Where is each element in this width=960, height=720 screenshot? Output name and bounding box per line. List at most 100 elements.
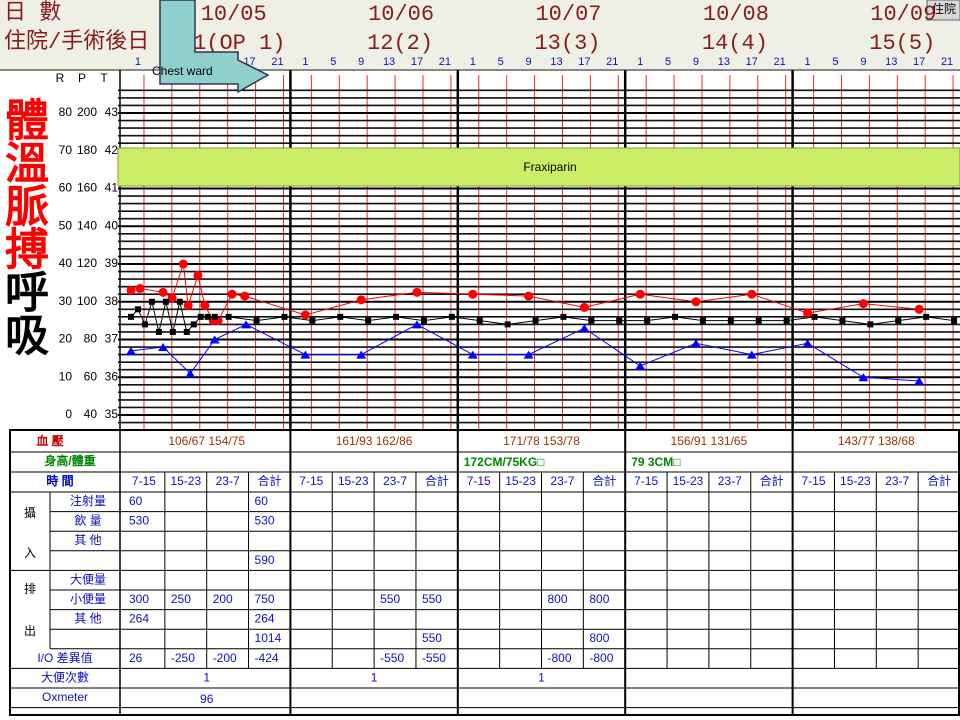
respiration-point <box>176 298 183 305</box>
vital-label: 吸 <box>5 312 49 361</box>
cell-value: 60 <box>255 494 269 508</box>
respiration-point <box>616 317 623 324</box>
cell-value: 800 <box>548 592 568 606</box>
shift-label: 7-15 <box>802 474 826 488</box>
temperature-point <box>300 350 311 359</box>
date-label: 10/08 <box>703 2 769 27</box>
stool_count-value: 1 <box>203 670 210 684</box>
cell-value: 530 <box>129 514 149 528</box>
hour-label: 9 <box>358 56 364 68</box>
pulse-point <box>135 284 145 294</box>
respiration-point <box>183 328 190 335</box>
post-op-day: 14(4) <box>702 31 768 56</box>
admission-button-label[interactable]: 住院 <box>932 2 956 16</box>
pulse-point <box>126 285 136 295</box>
shift-label: 15-23 <box>505 474 536 488</box>
respiration-point <box>365 317 372 324</box>
respiration-point <box>532 317 539 324</box>
respiration-point <box>141 321 148 328</box>
pulse-point <box>858 299 868 309</box>
temperature-point <box>411 320 422 329</box>
pulse-point <box>167 293 177 303</box>
cell-value: 264 <box>129 612 149 626</box>
pulse-point <box>200 301 210 311</box>
respiration-point <box>476 317 483 324</box>
shift-label: 15-23 <box>338 474 369 488</box>
respiration-point <box>148 298 155 305</box>
hour-label: 13 <box>383 56 395 68</box>
hour-label: 9 <box>693 56 699 68</box>
shift-label: 23-7 <box>383 474 407 488</box>
day-count-label: 日 數 <box>4 0 61 26</box>
axis-header: P <box>78 71 86 85</box>
pulse-point <box>635 289 645 299</box>
temperature-point <box>185 369 196 378</box>
cell-value: 200 <box>213 592 233 606</box>
axis-header: T <box>100 71 108 85</box>
respiration-point <box>204 313 211 320</box>
cell-value: 530 <box>255 514 275 528</box>
oxmeter-label: Oxmeter <box>42 690 88 704</box>
p-tick-label: 60 <box>84 369 98 383</box>
pulse-point <box>178 259 188 269</box>
hour-label: 1 <box>805 56 811 68</box>
chest-ward-arrow <box>159 0 270 94</box>
respiration-point <box>504 321 511 328</box>
pulse-point <box>747 289 757 299</box>
date-label: 10/07 <box>535 2 601 27</box>
t-tick-label: 38 <box>105 294 119 308</box>
respiration-point <box>309 317 316 324</box>
pulse-point <box>524 291 534 301</box>
p-tick-label: 180 <box>77 143 97 157</box>
cell-value: 750 <box>255 592 275 606</box>
cell-value: 800 <box>589 592 609 606</box>
date-label: 10/06 <box>368 2 434 27</box>
respiration-point <box>783 317 790 324</box>
bp-value: 143/77 138/68 <box>838 434 915 448</box>
hour-label: 13 <box>885 56 897 68</box>
hour-label: 5 <box>832 56 838 68</box>
hw-label: 身高/體重 <box>44 453 95 468</box>
respiration-point <box>560 313 567 320</box>
oxmeter-value: 96 <box>200 692 214 706</box>
respiration-point <box>644 317 651 324</box>
pulse-point <box>240 291 250 301</box>
p-tick-label: 120 <box>77 256 97 270</box>
p-tick-label: 40 <box>84 407 98 421</box>
shift-label: 合計 <box>425 473 449 488</box>
t-tick-label: 37 <box>105 332 119 346</box>
cell-value: 26 <box>129 651 143 665</box>
respiration-point <box>699 317 706 324</box>
cell-value: -800 <box>548 651 572 665</box>
date-label: 10/09 <box>870 2 936 27</box>
stool_count-label: 大便次數 <box>41 670 89 684</box>
respiration-point <box>225 313 232 320</box>
post-op-day: 13(3) <box>534 31 600 56</box>
hour-label: 21 <box>439 56 451 68</box>
respiration-point <box>155 328 162 335</box>
pulse-point <box>227 289 237 299</box>
hour-label: 13 <box>718 56 730 68</box>
temperature-point <box>467 350 478 359</box>
pulse-line <box>130 263 920 322</box>
admission-button[interactable] <box>926 0 960 21</box>
respiration-line <box>130 299 955 333</box>
stool_count-value: 1 <box>538 670 545 684</box>
r-tick-label: 40 <box>59 256 73 270</box>
bp-value: 171/78 153/78 <box>503 434 580 448</box>
pulse-point <box>158 287 168 297</box>
chest-ward-label: Chest ward <box>152 64 213 78</box>
shift-label: 合計 <box>927 473 951 488</box>
respiration-point <box>281 313 288 320</box>
respiration-point <box>727 317 734 324</box>
pulse-point <box>579 302 589 312</box>
hour-label: 9 <box>526 56 532 68</box>
post-op-day: 12(2) <box>367 31 433 56</box>
respiration-point <box>672 313 679 320</box>
temperature-point <box>802 339 813 348</box>
hour-label: 13 <box>550 56 562 68</box>
shift-label: 7-15 <box>467 474 491 488</box>
hour-label: 1 <box>135 56 141 68</box>
respiration-point <box>839 317 846 324</box>
cell-value: 60 <box>129 494 143 508</box>
